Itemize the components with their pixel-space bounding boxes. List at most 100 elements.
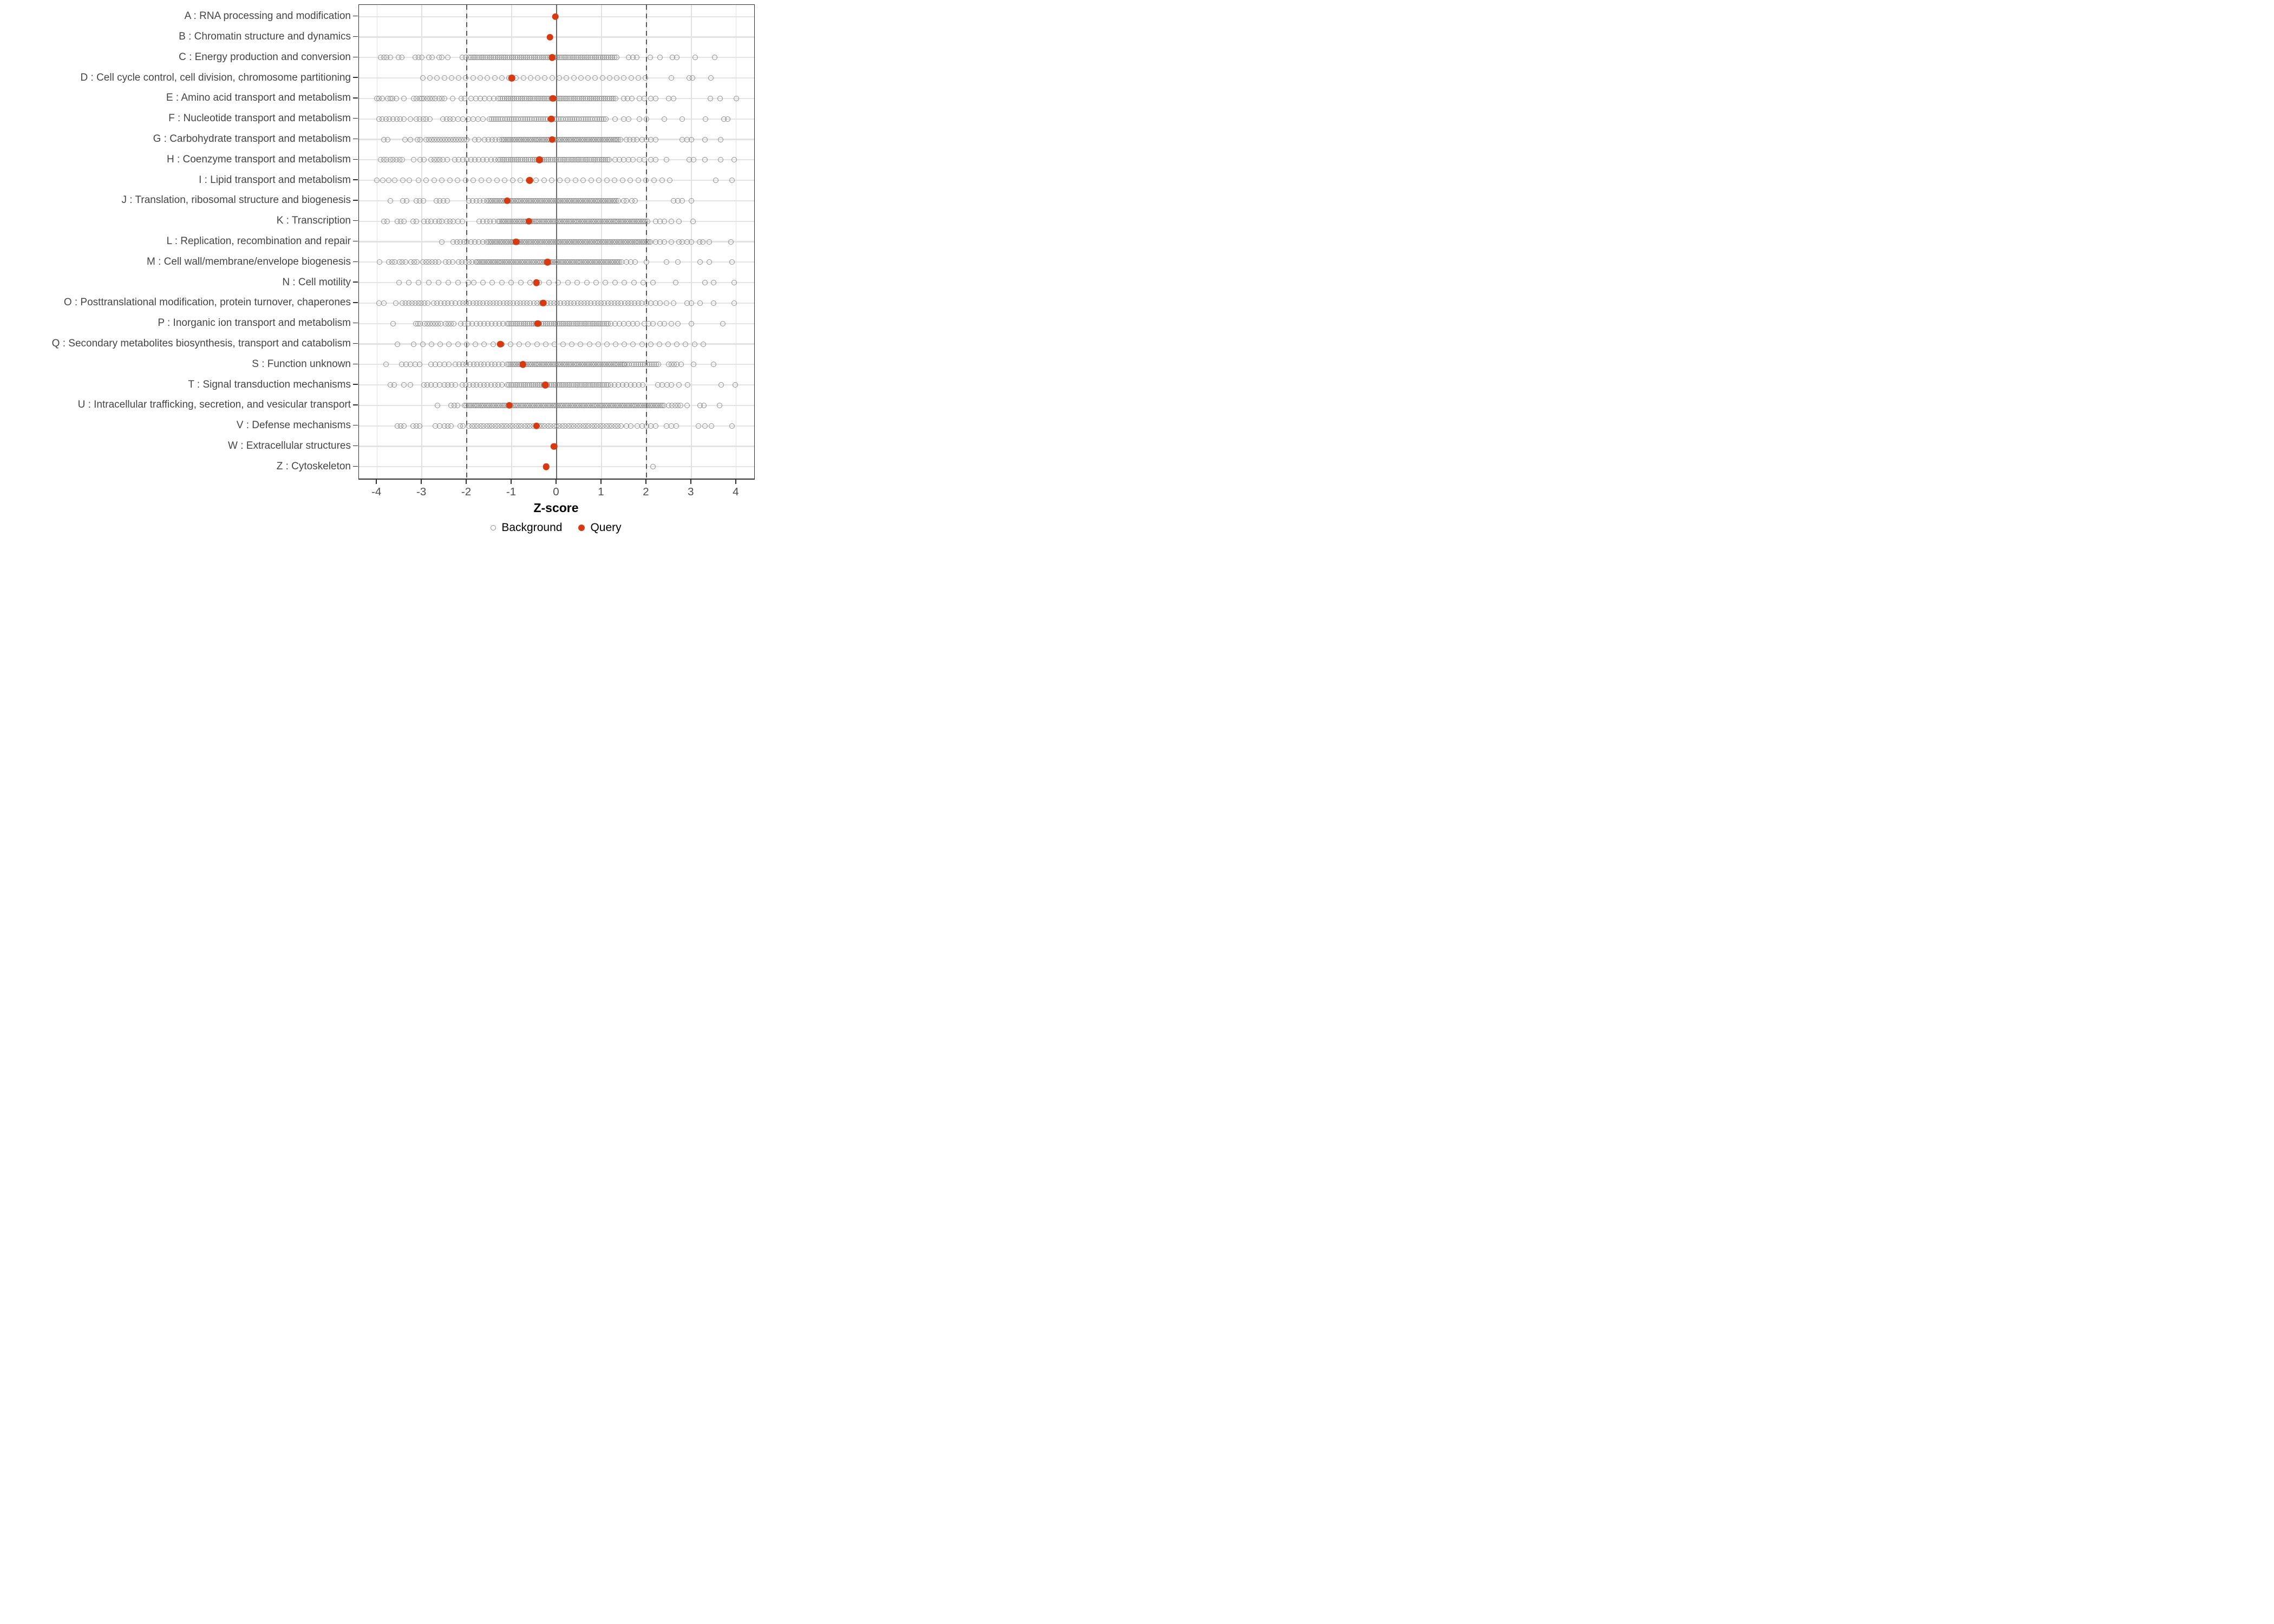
- background-point: [380, 95, 385, 101]
- background-point: [696, 423, 702, 429]
- background-point: [711, 362, 717, 368]
- background-point: [541, 178, 547, 184]
- background-point: [584, 280, 590, 286]
- background-point: [622, 280, 628, 286]
- background-point: [691, 157, 696, 163]
- query-point: [542, 381, 549, 389]
- background-point: [416, 362, 422, 368]
- background-point: [481, 341, 487, 347]
- background-point: [435, 402, 441, 408]
- background-point: [612, 116, 618, 122]
- query-point: [525, 218, 532, 225]
- background-point: [454, 402, 460, 408]
- query-point: [536, 156, 543, 163]
- query-point: [550, 95, 557, 102]
- background-point: [718, 382, 724, 388]
- background-point: [644, 218, 650, 224]
- background-point: [688, 239, 694, 245]
- background-point: [643, 178, 649, 184]
- background-point: [617, 136, 623, 142]
- category-label: M : Cell wall/membrane/envelope biogenes…: [146, 256, 351, 267]
- background-point: [708, 75, 714, 81]
- background-point: [551, 341, 557, 347]
- background-point: [499, 280, 505, 286]
- query-point: [552, 13, 559, 20]
- x-tick-label: 4: [733, 486, 739, 498]
- x-tick: [511, 479, 512, 484]
- background-point: [464, 341, 470, 347]
- background-point: [725, 116, 731, 122]
- background-point: [420, 198, 426, 204]
- background-point: [574, 280, 580, 286]
- background-point: [717, 136, 723, 142]
- category-label: J : Translation, ribosomal structure and…: [121, 194, 351, 206]
- background-point: [700, 239, 705, 245]
- background-point: [400, 178, 406, 184]
- background-point: [533, 178, 539, 184]
- background-point: [448, 423, 454, 429]
- background-point: [668, 382, 674, 388]
- background-point: [643, 75, 649, 81]
- category-label: P : Inorganic ion transport and metaboli…: [158, 317, 351, 329]
- category-label: K : Transcription: [276, 215, 351, 227]
- background-point: [603, 116, 609, 122]
- background-point: [697, 259, 703, 265]
- background-point: [494, 178, 500, 184]
- background-point: [411, 157, 417, 163]
- x-tick: [421, 479, 422, 484]
- category-label: A : RNA processing and modification: [184, 10, 351, 22]
- background-point: [499, 75, 505, 81]
- background-point: [652, 423, 658, 429]
- background-point: [664, 300, 670, 306]
- background-point: [729, 259, 735, 265]
- background-point: [633, 55, 639, 61]
- query-point: [534, 320, 541, 327]
- background-point: [475, 136, 481, 142]
- background-point: [596, 178, 602, 184]
- background-point: [384, 218, 390, 224]
- background-point: [393, 95, 399, 101]
- background-point: [662, 239, 668, 245]
- background-point: [670, 300, 676, 306]
- background-point: [662, 320, 668, 326]
- plot-panel: [358, 4, 755, 480]
- background-point: [628, 423, 633, 429]
- query-point: [548, 136, 556, 143]
- background-point: [392, 178, 398, 184]
- background-point: [635, 75, 641, 81]
- background-point: [427, 116, 433, 122]
- background-point: [377, 259, 383, 265]
- background-point: [429, 55, 435, 61]
- background-point: [702, 423, 708, 429]
- background-point: [675, 320, 681, 326]
- background-point: [460, 423, 466, 429]
- query-point: [546, 34, 553, 41]
- background-point: [717, 95, 723, 101]
- background-point: [534, 341, 540, 347]
- y-tick: [353, 117, 358, 119]
- y-tick: [353, 363, 358, 365]
- background-point: [463, 75, 469, 81]
- background-point: [401, 423, 407, 429]
- background-point: [613, 55, 619, 61]
- x-tick: [600, 479, 602, 484]
- background-point: [604, 341, 610, 347]
- background-point: [689, 75, 695, 81]
- category-label: U : Intracellular trafficking, secretion…: [77, 399, 351, 411]
- y-tick: [353, 343, 358, 344]
- background-point: [388, 198, 394, 204]
- background-point: [668, 75, 674, 81]
- background-point: [679, 198, 685, 204]
- background-point: [486, 178, 492, 184]
- background-point: [400, 157, 406, 163]
- background-point: [393, 300, 399, 306]
- query-point: [506, 402, 513, 409]
- background-point: [692, 55, 698, 61]
- background-point: [688, 198, 694, 204]
- background-point: [448, 75, 454, 81]
- query-point: [533, 422, 540, 429]
- background-point: [711, 280, 717, 286]
- background-point: [402, 136, 408, 142]
- category-label: B : Chromatin structure and dynamics: [179, 31, 351, 42]
- background-point: [396, 280, 402, 286]
